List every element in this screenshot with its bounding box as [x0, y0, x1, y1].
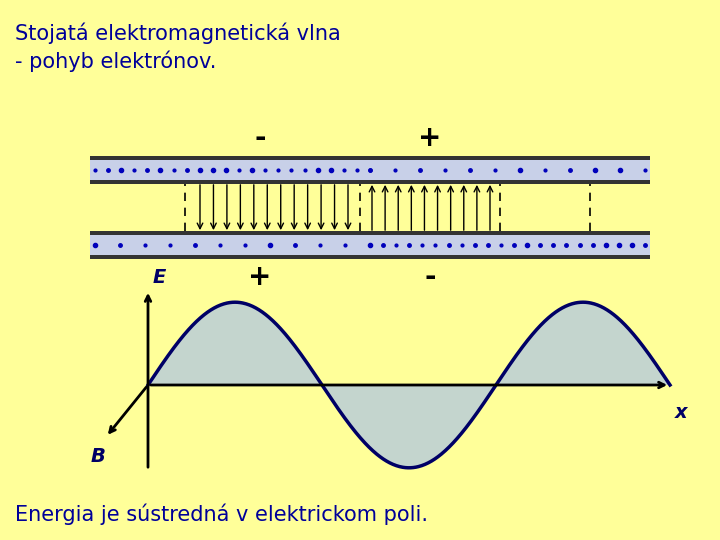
Text: Stojatá elektromagnetická vlna: Stojatá elektromagnetická vlna	[15, 22, 341, 44]
Text: B: B	[91, 447, 105, 466]
Text: E: E	[153, 268, 166, 287]
Text: Energia je sústredná v elektrickom poli.: Energia je sústredná v elektrickom poli.	[15, 503, 428, 525]
Text: x: x	[675, 403, 688, 422]
Text: +: +	[248, 263, 271, 291]
Bar	[90, 156, 650, 184]
Text: -: -	[424, 263, 436, 291]
Bar	[90, 231, 650, 259]
Bar	[90, 160, 650, 180]
Text: +: +	[418, 124, 441, 152]
Text: - pohyb elektrónov.: - pohyb elektrónov.	[15, 50, 217, 71]
Bar	[90, 235, 650, 255]
Text: -: -	[254, 124, 266, 152]
